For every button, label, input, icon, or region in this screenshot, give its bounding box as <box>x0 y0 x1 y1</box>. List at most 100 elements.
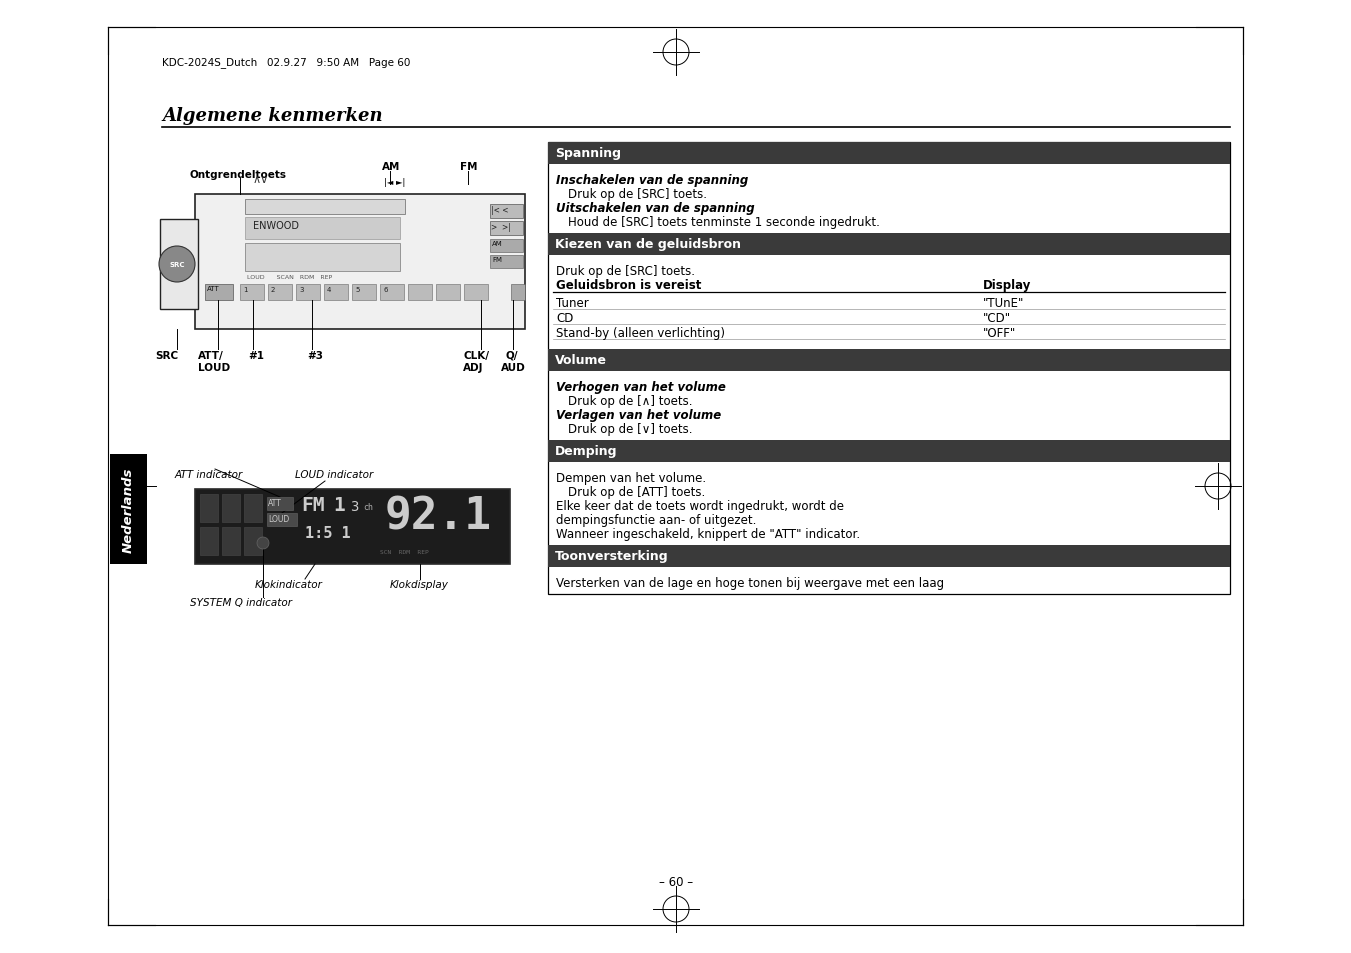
Text: ATT indicator: ATT indicator <box>176 470 243 479</box>
Text: 6: 6 <box>382 287 388 293</box>
Text: SYSTEM Q indicator: SYSTEM Q indicator <box>190 598 292 607</box>
Text: Druk op de [∧] toets.: Druk op de [∧] toets. <box>567 395 693 408</box>
Bar <box>159 220 199 310</box>
Text: Druk op de [∨] toets.: Druk op de [∨] toets. <box>567 422 693 436</box>
Text: 92.1: 92.1 <box>385 495 492 537</box>
Text: Klokdisplay: Klokdisplay <box>390 579 449 589</box>
Text: LOUD      SCAN   RDM   REP: LOUD SCAN RDM REP <box>247 274 332 280</box>
Bar <box>195 194 526 330</box>
Text: Houd de [SRC] toets tenminste 1 seconde ingedrukt.: Houd de [SRC] toets tenminste 1 seconde … <box>567 215 880 229</box>
Text: FM: FM <box>301 496 324 515</box>
Text: Kiezen van de geluidsbron: Kiezen van de geluidsbron <box>555 237 740 251</box>
Text: AM: AM <box>492 241 503 247</box>
Bar <box>549 440 1229 462</box>
Text: |◄ ►|: |◄ ►| <box>384 178 405 187</box>
Text: Uitschakelen van de spanning: Uitschakelen van de spanning <box>557 202 755 214</box>
Text: AM: AM <box>382 162 400 172</box>
Text: SCN  RDM  REP: SCN RDM REP <box>380 550 428 555</box>
Bar <box>324 285 349 301</box>
Text: AUD: AUD <box>501 363 526 373</box>
Text: SRC: SRC <box>155 351 178 360</box>
Text: 1: 1 <box>243 287 247 293</box>
Text: Inschakelen van de spanning: Inschakelen van de spanning <box>557 173 748 187</box>
Text: ENWOOD: ENWOOD <box>253 221 299 231</box>
Bar <box>109 455 147 564</box>
Text: Toonversterking: Toonversterking <box>555 550 669 562</box>
Text: 4: 4 <box>327 287 331 293</box>
Text: Display: Display <box>984 278 1031 292</box>
Text: #1: #1 <box>249 351 263 360</box>
Bar <box>205 285 232 301</box>
Text: ATT/: ATT/ <box>199 351 224 360</box>
Bar <box>240 285 263 301</box>
Text: Druk op de [SRC] toets.: Druk op de [SRC] toets. <box>557 265 694 277</box>
Text: 1:5 1: 1:5 1 <box>305 525 351 540</box>
Text: 3: 3 <box>299 287 304 293</box>
Bar <box>511 285 526 301</box>
Text: KDC-2024S_Dutch   02.9.27   9:50 AM   Page 60: KDC-2024S_Dutch 02.9.27 9:50 AM Page 60 <box>162 57 411 68</box>
Bar <box>245 495 262 522</box>
Bar <box>245 527 262 556</box>
Text: ATT: ATT <box>207 286 220 292</box>
Text: 3: 3 <box>350 499 358 514</box>
Text: Volume: Volume <box>555 354 607 367</box>
Bar <box>245 200 405 214</box>
Bar <box>222 527 240 556</box>
Text: LOUD: LOUD <box>199 363 230 373</box>
Text: FM: FM <box>492 256 503 263</box>
Bar <box>490 255 523 269</box>
Bar <box>245 244 400 272</box>
Bar <box>200 495 218 522</box>
Text: Druk op de [ATT] toets.: Druk op de [ATT] toets. <box>567 485 705 498</box>
Text: 5: 5 <box>355 287 359 293</box>
Bar <box>195 490 509 564</box>
Circle shape <box>159 247 195 283</box>
Bar <box>267 285 292 301</box>
Text: |< <: |< < <box>490 206 508 214</box>
Text: Dempen van het volume.: Dempen van het volume. <box>557 472 707 484</box>
Text: 1: 1 <box>332 496 345 515</box>
Text: CD: CD <box>557 312 573 325</box>
Bar <box>267 514 297 526</box>
Text: >  >|: > >| <box>490 223 511 232</box>
Text: 2: 2 <box>272 287 276 293</box>
Text: ch: ch <box>363 502 373 512</box>
Bar <box>408 285 432 301</box>
Text: CLK/: CLK/ <box>463 351 489 360</box>
Text: Klokindicator: Klokindicator <box>255 579 323 589</box>
Bar <box>549 545 1229 567</box>
Text: FM: FM <box>459 162 477 172</box>
Bar <box>549 233 1229 255</box>
Text: #3: #3 <box>307 351 323 360</box>
Text: Versterken van de lage en hoge tonen bij weergave met een laag: Versterken van de lage en hoge tonen bij… <box>557 577 944 589</box>
Text: ADJ: ADJ <box>463 363 484 373</box>
Bar <box>380 285 404 301</box>
Text: – 60 –: – 60 – <box>659 875 693 888</box>
Bar <box>200 527 218 556</box>
Bar <box>245 218 400 240</box>
Text: Nederlands: Nederlands <box>122 467 135 552</box>
Text: Elke keer dat de toets wordt ingedrukt, wordt de: Elke keer dat de toets wordt ingedrukt, … <box>557 499 844 513</box>
Bar <box>267 497 293 511</box>
Text: Tuner: Tuner <box>557 296 589 310</box>
Text: dempingsfunctie aan- of uitgezet.: dempingsfunctie aan- of uitgezet. <box>557 514 757 526</box>
Bar <box>549 143 1229 165</box>
Text: Geluidsbron is vereist: Geluidsbron is vereist <box>557 278 701 292</box>
Text: Druk op de [SRC] toets.: Druk op de [SRC] toets. <box>567 188 707 201</box>
Bar <box>490 240 523 253</box>
Bar <box>490 222 523 235</box>
Bar <box>490 205 523 219</box>
Bar <box>296 285 320 301</box>
Text: ∧∨: ∧∨ <box>253 174 269 185</box>
Bar <box>463 285 488 301</box>
Text: Verlagen van het volume: Verlagen van het volume <box>557 409 721 421</box>
Text: SRC: SRC <box>169 262 185 268</box>
Text: LOUD: LOUD <box>267 515 289 523</box>
Text: LOUD indicator: LOUD indicator <box>295 470 373 479</box>
Text: Q/: Q/ <box>505 351 517 360</box>
Text: Verhogen van het volume: Verhogen van het volume <box>557 380 725 394</box>
Bar <box>549 143 1229 595</box>
Circle shape <box>257 537 269 550</box>
Text: "OFF": "OFF" <box>984 327 1016 339</box>
Bar <box>436 285 459 301</box>
